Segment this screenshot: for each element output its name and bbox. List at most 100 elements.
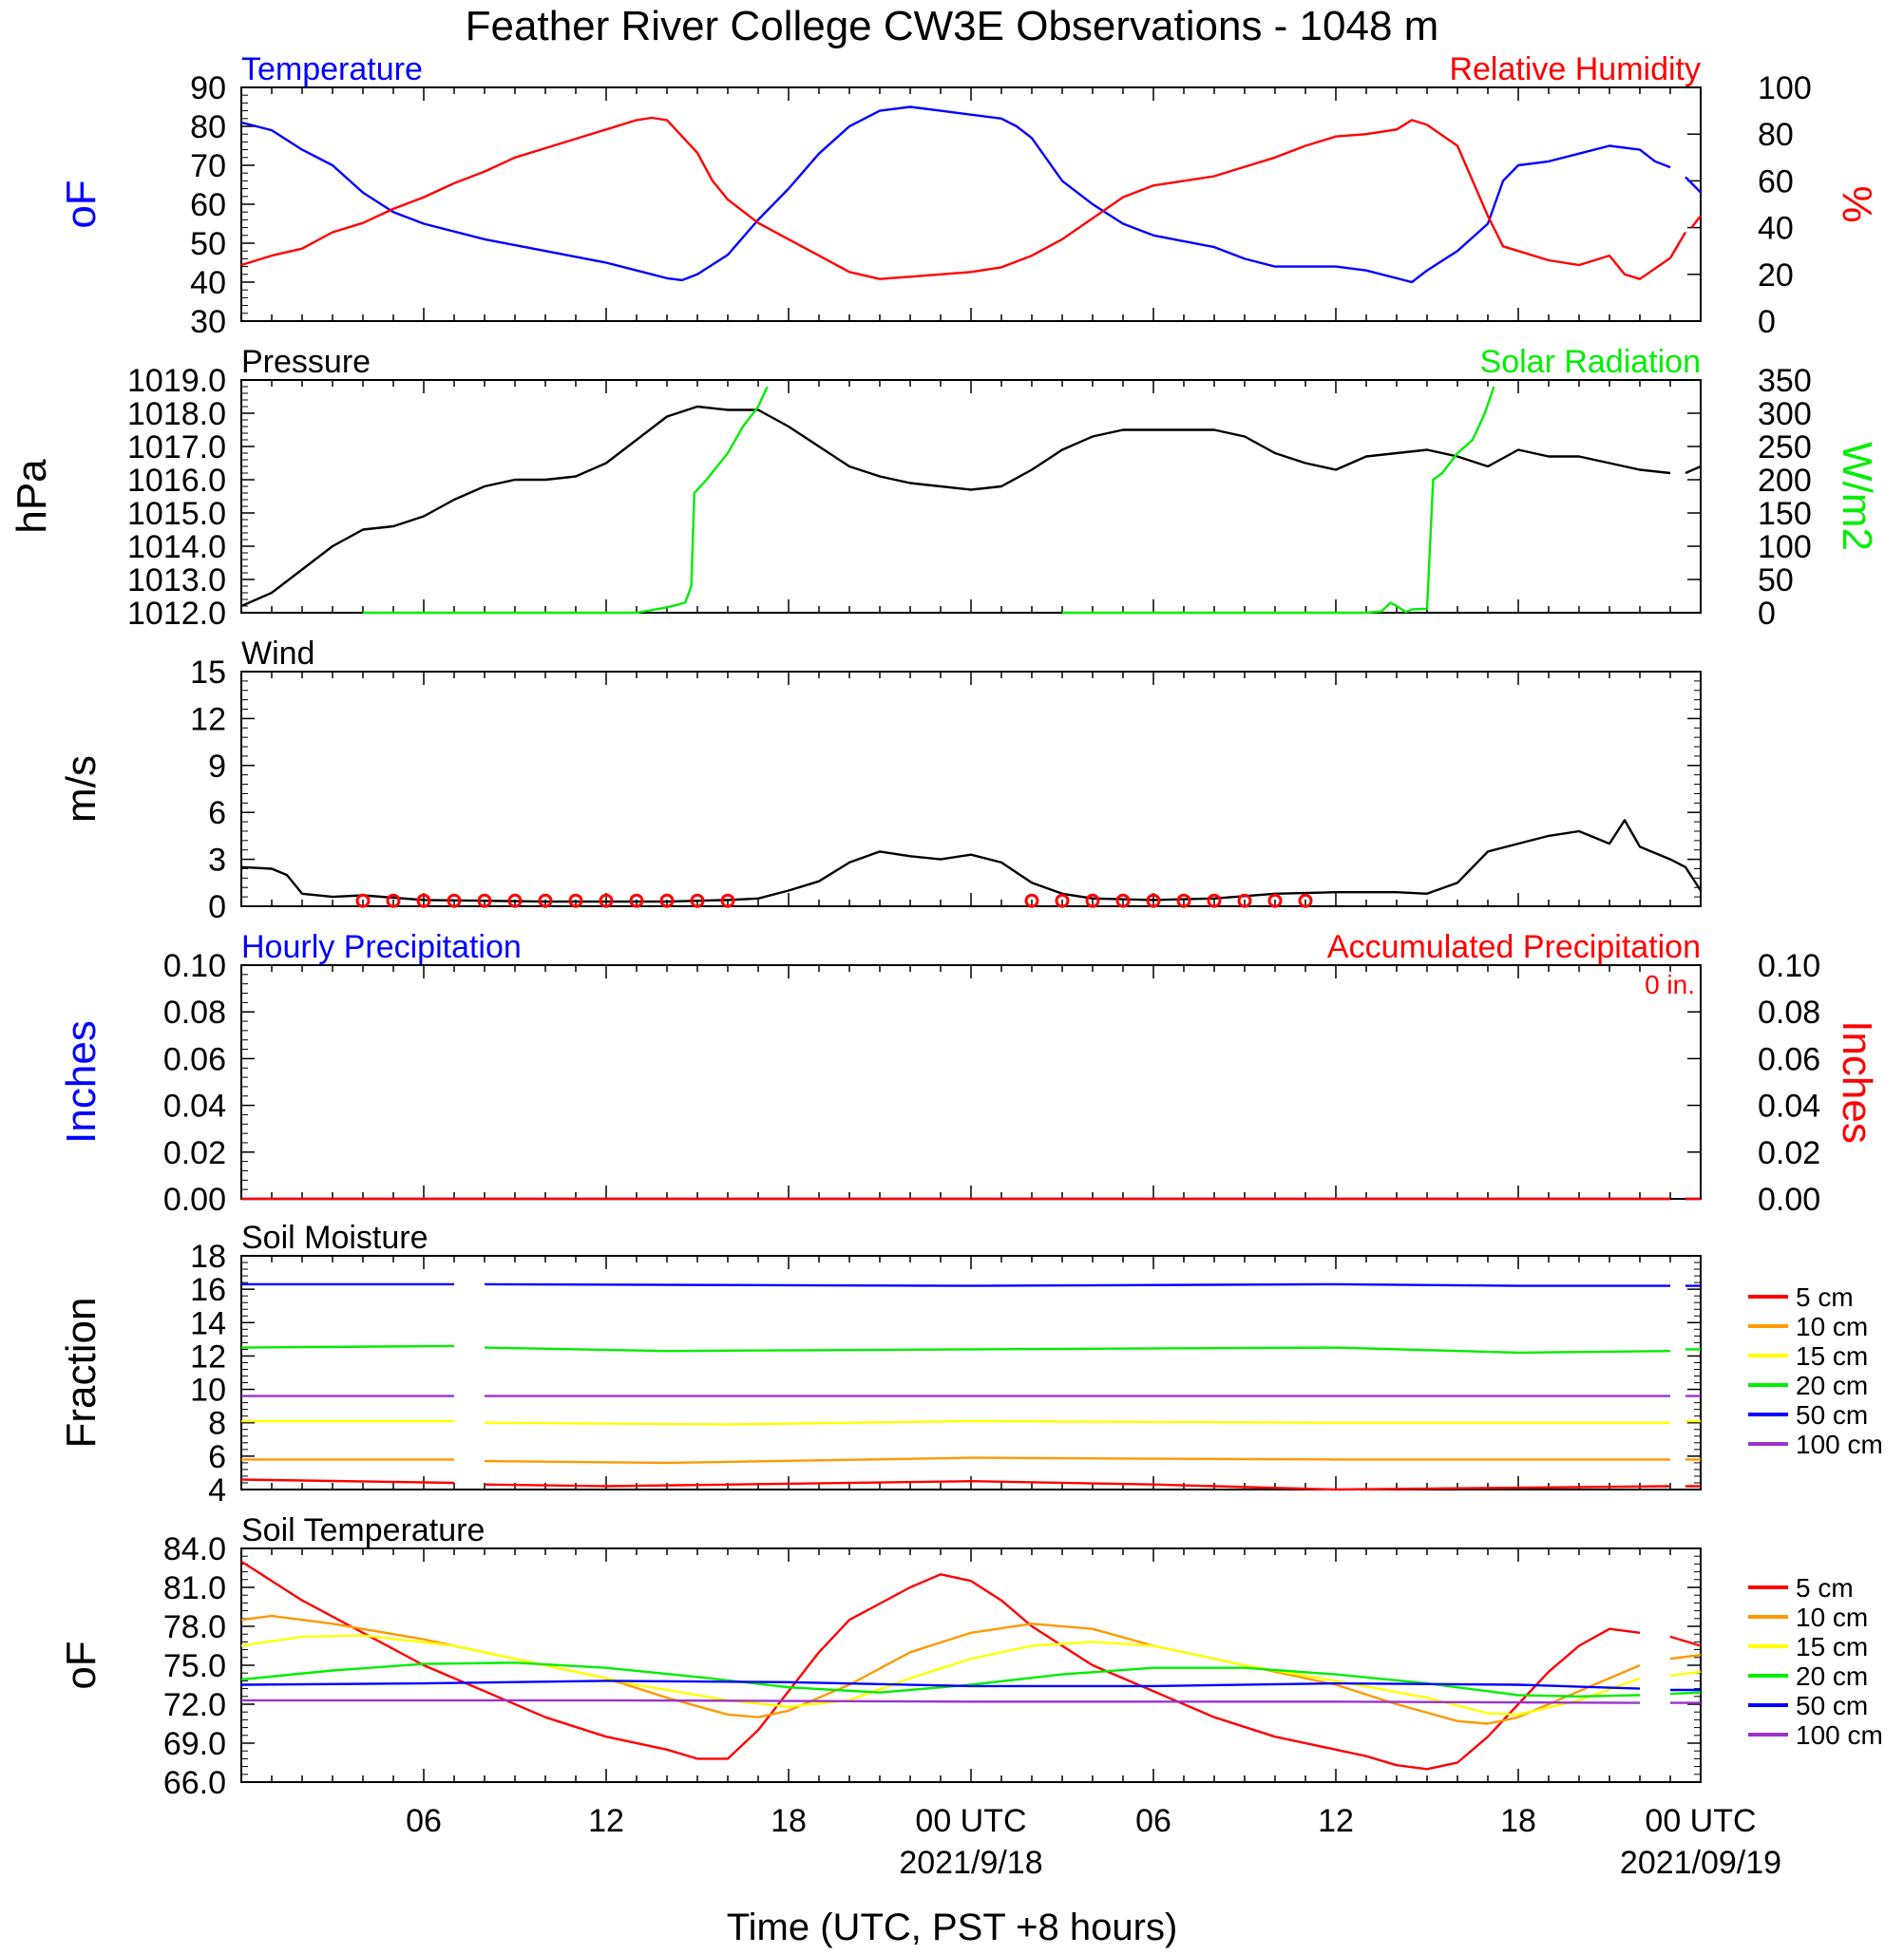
- calm-wind-marker: [447, 893, 462, 908]
- calm-wind-marker: [629, 893, 644, 908]
- y-tick-label-right: 80: [1758, 117, 1794, 153]
- y-tick-label-left: 15: [190, 655, 226, 691]
- legend-label: 15 cm: [1796, 1341, 1868, 1371]
- y-tick-label-right: 60: [1758, 163, 1794, 199]
- y-tick-label-left: 0.10: [163, 948, 226, 984]
- series-line-50-cm: [240, 1680, 1701, 1692]
- y-tick-label-left: 12: [190, 701, 226, 737]
- y-tick-label-left: 69.0: [163, 1726, 226, 1762]
- y-tick-label-right: 0.08: [1758, 995, 1820, 1031]
- legend-label: 5 cm: [1796, 1573, 1854, 1603]
- y-tick-label-left: 1019.0: [127, 363, 226, 399]
- y-tick-label-left: 0.08: [163, 995, 226, 1031]
- series-line-temperature-humidity: [240, 105, 1702, 284]
- y-tick-label-left: 81.0: [163, 1570, 226, 1606]
- panel-title-left: Pressure: [241, 344, 371, 380]
- y-axis-label-left: oF: [58, 1641, 105, 1689]
- y-tick-label-left: 90: [190, 70, 226, 106]
- chart-title: Feather River College CW3E Observations …: [466, 3, 1439, 49]
- series-line-15-cm: [240, 1634, 1702, 1717]
- calm-wind-marker: [477, 893, 492, 908]
- series-line-wind: [240, 819, 1703, 903]
- panel-title-right: Accumulated Precipitation: [1327, 929, 1701, 965]
- y-tick-label-left: 60: [190, 187, 226, 223]
- y-tick-label-right: 0.06: [1758, 1041, 1820, 1077]
- series-line-10-cm: [240, 1614, 1702, 1725]
- x-tick-label: 18: [1500, 1803, 1536, 1839]
- panel-title-left: Soil Temperature: [241, 1512, 485, 1548]
- legend-label: 100 cm: [1796, 1430, 1883, 1459]
- y-tick-label-right: 0.00: [1758, 1182, 1820, 1218]
- y-tick-label-left: 6: [208, 795, 226, 831]
- calm-wind-marker: [1207, 893, 1222, 908]
- y-tick-label-left: 0.06: [163, 1041, 226, 1077]
- series-line-100-cm: [241, 1699, 1701, 1704]
- y-tick-label-left: 16: [190, 1272, 226, 1308]
- x-tick-label: 12: [1318, 1803, 1354, 1839]
- y-tick-label-left: 18: [190, 1239, 226, 1275]
- calm-wind-marker: [659, 893, 675, 908]
- y-tick-label-right: 250: [1758, 429, 1812, 465]
- legend-label: 20 cm: [1796, 1661, 1868, 1691]
- calm-wind-marker: [1115, 893, 1131, 908]
- y-tick-label-right: 200: [1758, 463, 1812, 499]
- y-axis-label-right: %: [1834, 185, 1880, 222]
- y-tick-label-right: 300: [1758, 396, 1812, 432]
- series-line-20-cm: [240, 1344, 1701, 1355]
- y-tick-label-right: 0: [1758, 304, 1776, 340]
- panel-title-right: Solar Radiation: [1480, 344, 1701, 380]
- y-tick-label-right: 0.10: [1758, 948, 1820, 984]
- y-tick-label-left: 0.00: [163, 1182, 226, 1218]
- y-tick-label-right: 100: [1758, 529, 1812, 565]
- x-date-label: 2021/9/18: [899, 1845, 1042, 1881]
- legend-label: 100 cm: [1796, 1720, 1883, 1750]
- calm-wind-marker: [1267, 893, 1283, 908]
- y-tick-label-right: 50: [1758, 562, 1794, 598]
- calm-wind-marker: [355, 893, 371, 908]
- accumulated-annotation: 0 in.: [1645, 970, 1695, 999]
- series-line-5-cm: [240, 1560, 1702, 1771]
- x-date-label: 2021/09/19: [1620, 1845, 1781, 1881]
- y-axis-label-left: m/s: [58, 755, 105, 823]
- panel-pressure-solar: 1012.01013.01014.01015.01016.01017.01018…: [9, 344, 1880, 632]
- calm-wind-marker: [720, 893, 735, 908]
- legend-label: 10 cm: [1796, 1603, 1868, 1632]
- y-tick-label-left: 4: [208, 1472, 226, 1509]
- x-tick-label: 06: [406, 1803, 442, 1839]
- legend-label: 5 cm: [1796, 1282, 1854, 1312]
- y-tick-label-left: 0: [208, 889, 226, 925]
- series-line-temperature-humidity: [240, 116, 1702, 280]
- y-tick-label-right: 40: [1758, 211, 1794, 247]
- legend-label: 20 cm: [1796, 1371, 1868, 1400]
- y-tick-label-right: 0.02: [1758, 1135, 1820, 1171]
- y-axis-label-right: Inches: [1834, 1020, 1880, 1144]
- calm-wind-marker: [1085, 893, 1100, 908]
- calm-wind-marker: [1237, 893, 1252, 908]
- y-tick-label-left: 1012.0: [127, 596, 226, 632]
- y-tick-label-right: 0.04: [1758, 1089, 1820, 1125]
- y-tick-label-left: 0.04: [163, 1089, 226, 1125]
- series-line-10-cm: [241, 1456, 1701, 1465]
- x-tick-label: 18: [771, 1803, 807, 1839]
- panel-frame: [240, 671, 1702, 907]
- y-tick-label-right: 150: [1758, 496, 1812, 532]
- legend-label: 50 cm: [1796, 1400, 1868, 1430]
- y-axis-label-left: hPa: [9, 459, 55, 534]
- x-tick-label: 00 UTC: [915, 1803, 1026, 1839]
- y-tick-label-left: 14: [190, 1305, 226, 1341]
- y-tick-label-left: 70: [190, 148, 226, 184]
- calm-wind-marker: [1055, 893, 1070, 908]
- y-tick-label-left: 9: [208, 749, 226, 785]
- panel-frame: [240, 964, 1702, 1200]
- x-tick-label: 00 UTC: [1645, 1803, 1756, 1839]
- y-tick-label-left: 10: [190, 1373, 226, 1409]
- x-tick-label: 06: [1135, 1803, 1171, 1839]
- y-tick-label-left: 3: [208, 843, 226, 879]
- calm-wind-marker: [507, 893, 523, 908]
- y-tick-label-left: 8: [208, 1406, 226, 1442]
- y-axis-label-left: oF: [58, 180, 105, 228]
- panel-wind: 0 3 6 9 12 15 Wind m/s: [58, 636, 1703, 925]
